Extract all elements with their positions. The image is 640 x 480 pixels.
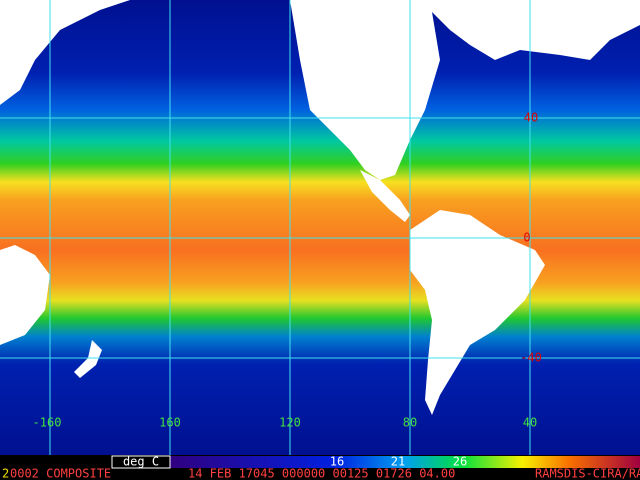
legend-tick: 26 — [453, 455, 467, 469]
central-america — [360, 170, 410, 222]
legend-tick: 16 — [330, 455, 344, 469]
graticule — [0, 0, 640, 455]
lat-label: 40 — [524, 111, 538, 125]
lat-label: 0 — [523, 231, 530, 245]
north-america — [290, 0, 440, 180]
footer-info: 14 FEB 17045 000000 00125 01726 04.00 — [188, 467, 455, 480]
lon-label: 120 — [279, 416, 301, 430]
asia — [0, 0, 130, 105]
legend-unit: deg C — [123, 455, 159, 469]
color-scale — [170, 456, 640, 468]
lat-label: -40 — [520, 351, 542, 365]
legend-tick: 21 — [391, 455, 405, 469]
footer-prefix: 2 — [2, 467, 9, 480]
unit-box — [111, 455, 171, 469]
australia — [0, 245, 50, 345]
lon-label: 40 — [523, 416, 537, 430]
lon-label: 160 — [159, 416, 181, 430]
lon-label: -160 — [33, 416, 62, 430]
lon-label: 80 — [403, 416, 417, 430]
south-america — [410, 210, 545, 415]
new-zealand — [74, 340, 102, 378]
footer-source: RAMSDIS-CIRA/RAMM — [535, 467, 640, 480]
footer-product: 0002 COMPOSITE — [10, 467, 111, 480]
